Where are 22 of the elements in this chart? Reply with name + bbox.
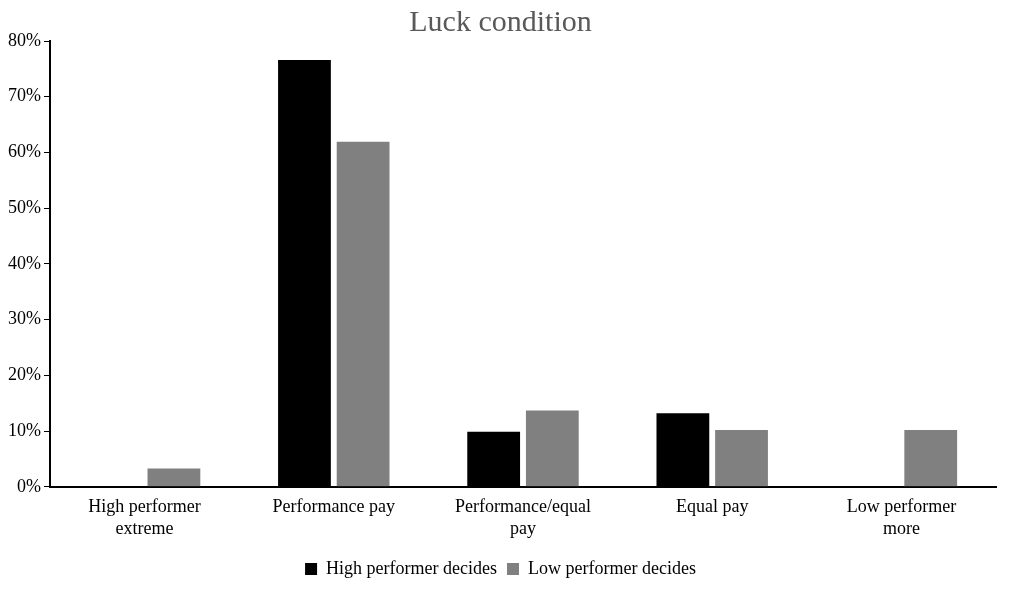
y-tick-label: 30%: [7, 308, 41, 329]
legend-label: High performer decides: [326, 557, 498, 578]
bar: [336, 141, 390, 487]
y-tick-label: 20%: [7, 364, 41, 385]
bar: [147, 468, 201, 487]
y-tick-label: 60%: [7, 141, 41, 162]
y-tick-label: 0%: [16, 475, 41, 496]
x-tick-label: Low performer more: [846, 496, 957, 538]
x-tick-label: Performance/equal pay: [455, 496, 591, 538]
x-tick-label: Equal pay: [675, 496, 749, 517]
y-tick-label: 10%: [7, 419, 41, 440]
y-tick-label: 40%: [7, 252, 41, 273]
legend-label: Low performer decides: [528, 557, 696, 578]
y-tick-label: 50%: [7, 196, 41, 217]
chart-title: Luck condition: [409, 3, 592, 37]
x-tick-label: High performer extreme: [88, 496, 201, 538]
bar: [525, 410, 579, 487]
bar: [715, 429, 768, 487]
x-tick-label: Performance pay: [272, 496, 396, 517]
y-tick-label: 70%: [7, 85, 41, 106]
y-tick-label: 80%: [7, 29, 41, 50]
bar: [904, 429, 958, 487]
